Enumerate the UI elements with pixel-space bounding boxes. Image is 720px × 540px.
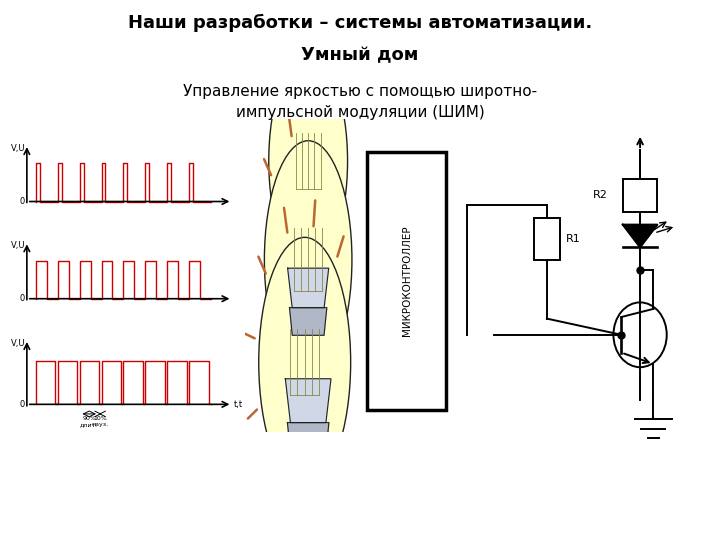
Text: МИКРОКОНТРОЛЛЕР: МИКРОКОНТРОЛЛЕР [402,226,412,336]
Polygon shape [281,487,328,534]
Circle shape [264,141,352,379]
Polygon shape [287,423,329,453]
Text: V,U: V,U [11,241,25,251]
Polygon shape [283,534,326,540]
Text: t,t: t,t [234,400,243,409]
Circle shape [258,238,351,487]
Text: R1: R1 [565,234,580,244]
Bar [623,179,657,212]
Text: V,U: V,U [11,144,25,153]
Polygon shape [287,268,329,308]
Text: Умный дом: Умный дом [301,46,419,64]
Circle shape [269,54,348,268]
Polygon shape [285,379,331,423]
Text: 0: 0 [20,197,25,206]
Text: 90%
длит.: 90% длит. [80,416,98,427]
Text: 0: 0 [20,400,25,409]
Polygon shape [289,308,327,335]
Polygon shape [623,225,657,247]
Text: V,U: V,U [11,339,25,348]
Bar [534,218,560,260]
Text: Наши разработки – системы автоматизации.: Наши разработки – системы автоматизации. [128,14,592,32]
Text: R2: R2 [593,191,608,200]
Bar [367,152,446,410]
Text: Управление яркостью с помощью широтно-
импульсной модуляции (ШИМ): Управление яркостью с помощью широтно- и… [183,84,537,120]
Text: 10%
пауз.: 10% пауз. [91,416,109,427]
Text: 0: 0 [20,294,25,303]
